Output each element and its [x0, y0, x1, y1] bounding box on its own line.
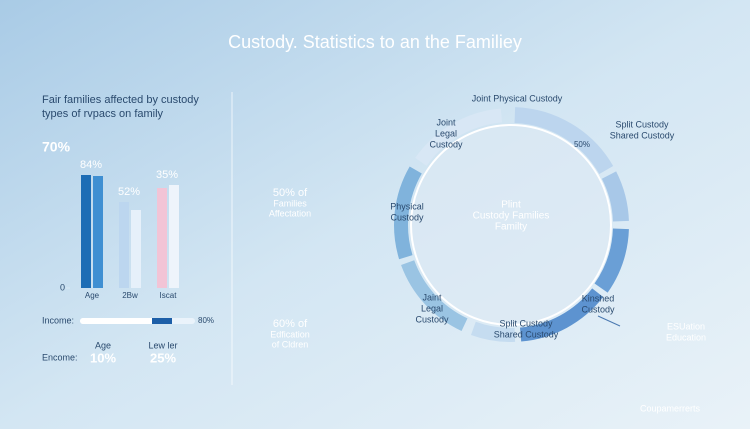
income-fill — [80, 318, 172, 324]
income-label: Income: — [42, 315, 74, 325]
group-label: 35% — [156, 169, 178, 181]
ring-label: Custody Families — [473, 211, 550, 222]
footer: Coupamerrerts — [640, 403, 701, 413]
ring-inner — [410, 124, 612, 326]
bar — [93, 176, 103, 288]
stat-line: Edfication — [270, 329, 310, 339]
ring-label: Custody — [429, 139, 463, 149]
stat-value: 50% of — [273, 187, 308, 199]
group-label: 52% — [118, 186, 140, 198]
ring-segment — [514, 107, 614, 175]
ring-label: Split Custody — [615, 119, 669, 129]
stat-value: 60% of — [273, 318, 308, 330]
bar — [131, 210, 141, 288]
ring-segment — [601, 171, 629, 222]
ring-label: ESUation — [667, 321, 705, 331]
pointer — [597, 315, 621, 327]
bar — [157, 188, 167, 288]
income-value: 80% — [198, 316, 214, 325]
ring-label: Shared Custody — [610, 130, 675, 140]
x-tick-label: 2Bw — [122, 291, 138, 300]
ring-label: Familty — [495, 222, 527, 233]
ring-segment — [401, 260, 468, 332]
ring-segment — [519, 288, 604, 342]
ring-label: Shared Custody — [494, 329, 559, 339]
encome-label: Encome: — [42, 352, 78, 362]
encome-name: Lew ler — [148, 340, 177, 350]
title: Custody. Statistics to an the Familiey — [228, 32, 522, 52]
x-tick-label: Age — [85, 291, 100, 300]
bar — [81, 175, 91, 288]
x-tick-label: Iscat — [160, 291, 178, 300]
ring-segment — [415, 108, 503, 167]
bar — [169, 185, 179, 288]
ring-segment — [470, 321, 516, 342]
ring-label: Physical — [390, 201, 424, 211]
ring-label: Education — [666, 332, 706, 342]
ring-label: Joint — [436, 117, 456, 127]
ring-label: Plint — [501, 200, 521, 211]
group-label: 84% — [80, 159, 102, 171]
ring-label: Custody — [390, 212, 424, 222]
ring-segment — [394, 166, 422, 260]
ring-label: Custody — [581, 304, 615, 314]
heading: Fair families affected by custody — [42, 94, 199, 106]
y-tick-label: 0 — [60, 282, 65, 292]
ring-segment — [594, 228, 629, 293]
income-cap — [152, 318, 172, 324]
encome-value: 25% — [150, 350, 176, 365]
ring-label: 50% — [574, 140, 590, 149]
ring-label: Kinshed — [582, 293, 615, 303]
ring-label: Jaint — [422, 292, 442, 302]
ring-label: Custody — [415, 314, 449, 324]
ring-label: Joint Physical Custody — [472, 93, 563, 103]
encome-name: Age — [95, 340, 111, 350]
encome-value: 10% — [90, 350, 116, 365]
bar — [119, 202, 129, 288]
stat-line: Affectation — [269, 208, 311, 218]
ring-label: Split Custody — [499, 318, 553, 328]
stat-line: of Cldren — [272, 339, 309, 349]
ring-label: Legal — [435, 128, 457, 138]
stat-line: Families — [273, 198, 307, 208]
y-tick-label: 70% — [42, 139, 71, 155]
heading: types of rvpacs on family — [42, 108, 164, 120]
ring-label: Legal — [421, 303, 443, 313]
